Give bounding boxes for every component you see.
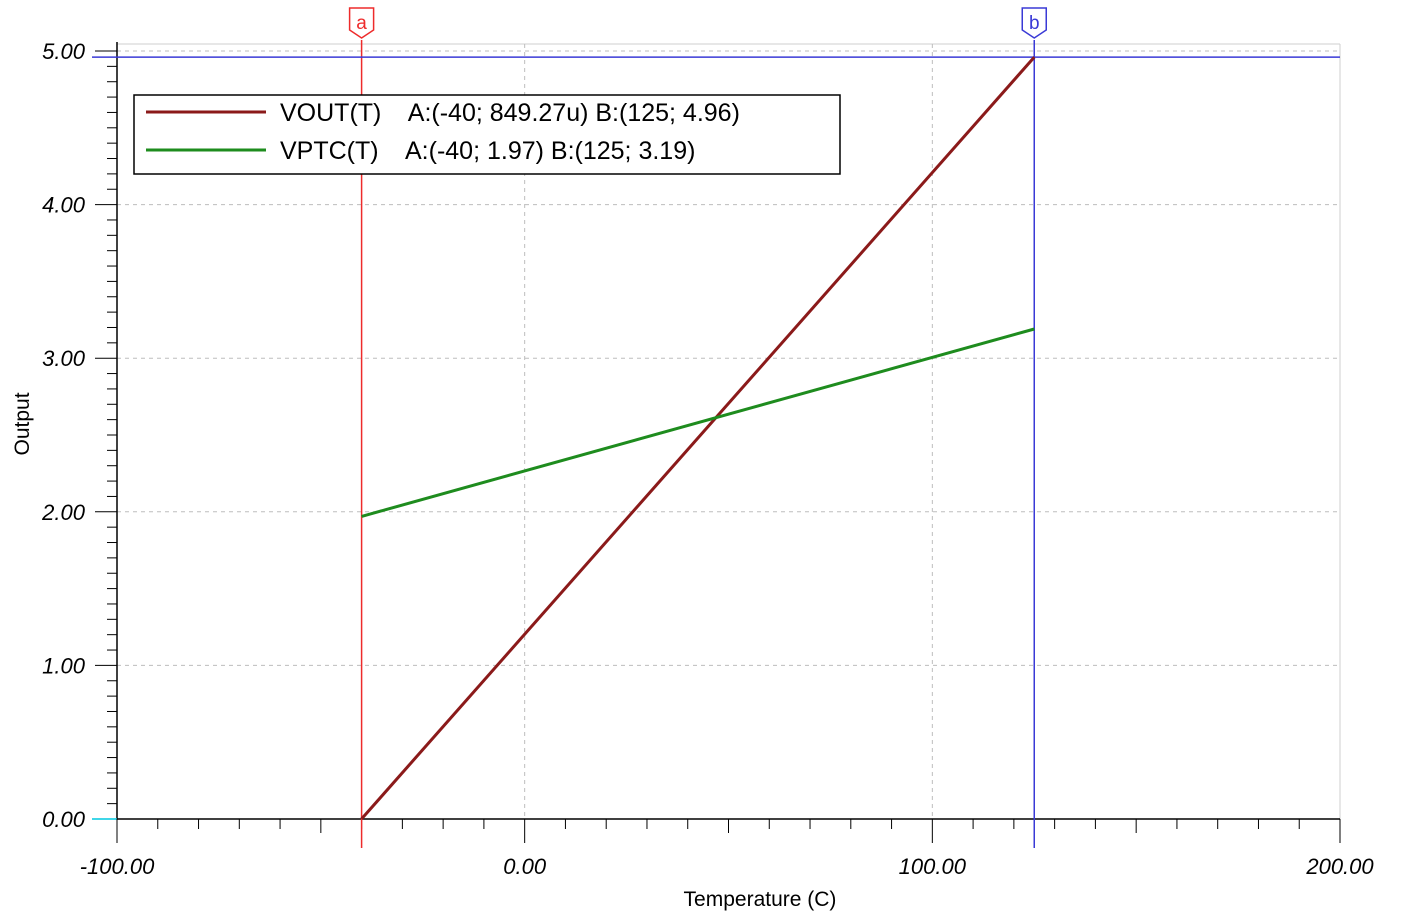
series-line-1 [360, 56, 1036, 820]
y-tick-label: 5.00 [42, 39, 86, 64]
legend: VOUT(T) A:(-40; 849.27u) B:(125; 4.96) VP… [133, 94, 841, 175]
cursor-label-a: a [356, 13, 367, 34]
x-tick-label: 0.00 [503, 854, 547, 879]
y-tick-label: 2.00 [41, 500, 86, 525]
x-tick-label: 200.00 [1305, 854, 1374, 879]
series-lines [360, 56, 1036, 820]
cursor-flag-a[interactable] [348, 7, 375, 39]
y-tick-label: 1.00 [42, 653, 86, 678]
x-axis-title: Temperature (C) [684, 888, 837, 911]
series-line-2 [361, 327, 1035, 518]
cursor-flag-b[interactable] [1021, 7, 1047, 39]
y-tick-label: 3.00 [42, 346, 86, 371]
legend-entry: VOUT(T) A:(-40; 849.27u) B:(125; 4.96) [280, 99, 740, 127]
cursor-label-b: b [1029, 13, 1040, 34]
axes: 0.00 1.00 2.00 3.00 4.00 5.00 -100.00 0.00 100.0… [41, 39, 1374, 879]
legend-entry: VPTC(T) A:(-40; 1.97) B:(125; 3.19) [280, 137, 695, 165]
x-tick-label: -100.00 [80, 854, 155, 879]
legend-box [133, 94, 841, 175]
grid [117, 43, 1341, 819]
y-tick-label: 4.00 [42, 193, 86, 218]
y-axis-title: Output [11, 392, 34, 455]
x-tick-label: 100.00 [899, 854, 967, 879]
y-tick-label: 0.00 [42, 807, 86, 832]
